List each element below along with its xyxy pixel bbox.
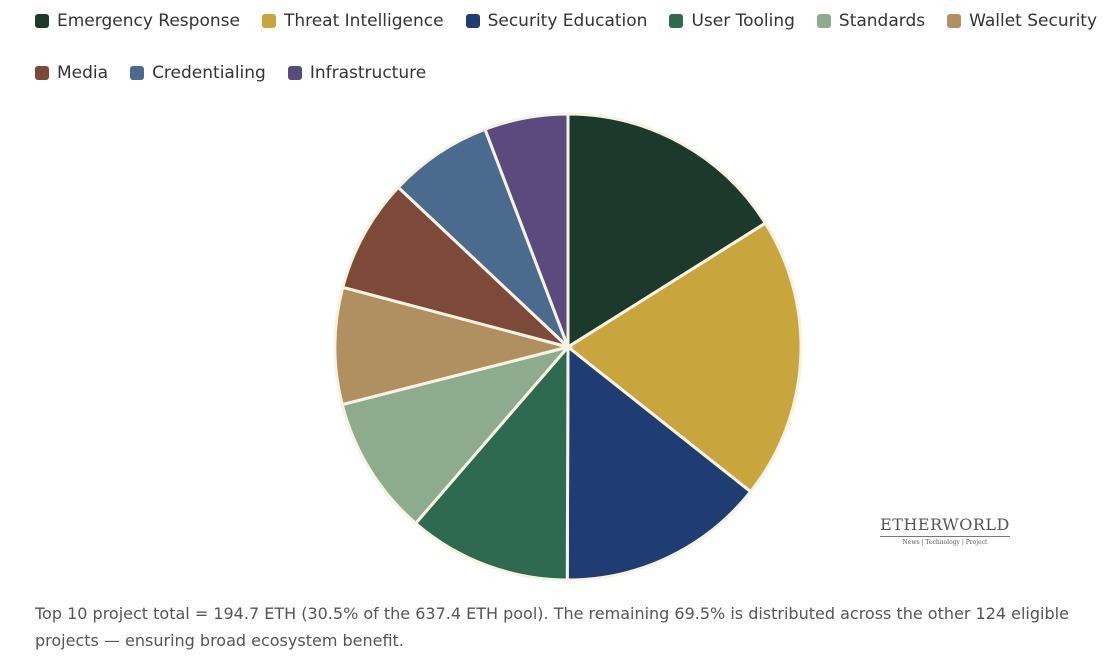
legend-item[interactable]: Wallet Security [947, 10, 1097, 32]
legend-swatch [816, 14, 831, 28]
legend: Emergency Response Threat Intelligence Sec… [35, 10, 1105, 84]
legend-swatch [130, 66, 145, 80]
legend-swatch [261, 14, 276, 28]
legend-swatch [287, 66, 302, 80]
pie-slice [413, 342, 570, 582]
pie-slice [566, 112, 768, 350]
legend-label: Threat Intelligence [283, 11, 444, 31]
footnote: Top 10 project total = 194.7 ETH (30.5% … [35, 604, 1069, 650]
pie-slice [340, 185, 570, 349]
pie-slice [333, 285, 574, 407]
watermark: ETHERWORLD News | Technology | Project [880, 515, 1010, 546]
legend-label: Infrastructure [309, 63, 427, 83]
legend-swatch [35, 66, 49, 80]
legend-label: Credentialing [152, 63, 266, 83]
legend-item[interactable]: Infrastructure [287, 62, 427, 84]
legend-item[interactable]: Emergency Response [35, 10, 240, 32]
watermark-subtitle: News | Technology | Project [902, 539, 988, 546]
legend-label: Security Education [487, 11, 648, 31]
legend-swatch [465, 14, 480, 28]
legend-label: Wallet Security [969, 11, 1098, 31]
legend-swatch [669, 14, 684, 28]
pie-slice [565, 221, 803, 494]
legend-item[interactable]: Security Education [465, 10, 648, 32]
legend-label: User Tooling [691, 11, 795, 31]
pie-slice [565, 343, 753, 582]
legend-item[interactable]: Standards [816, 10, 926, 32]
legend-swatch [947, 14, 962, 28]
legend-swatch [35, 14, 49, 28]
legend-label: Media [57, 63, 109, 83]
legend-item[interactable]: Threat Intelligence [261, 10, 444, 32]
legend-label: Standards [838, 11, 926, 31]
pie-chart [333, 112, 803, 582]
pie-slice [483, 112, 570, 348]
watermark-title: ETHERWORLD [880, 515, 1010, 537]
pie-slice [396, 127, 570, 349]
legend-item[interactable]: Credentialing [130, 62, 266, 84]
legend-item[interactable]: User Tooling [669, 10, 795, 32]
legend-label: Emergency Response [57, 11, 240, 31]
legend-item[interactable]: Media [35, 62, 108, 84]
